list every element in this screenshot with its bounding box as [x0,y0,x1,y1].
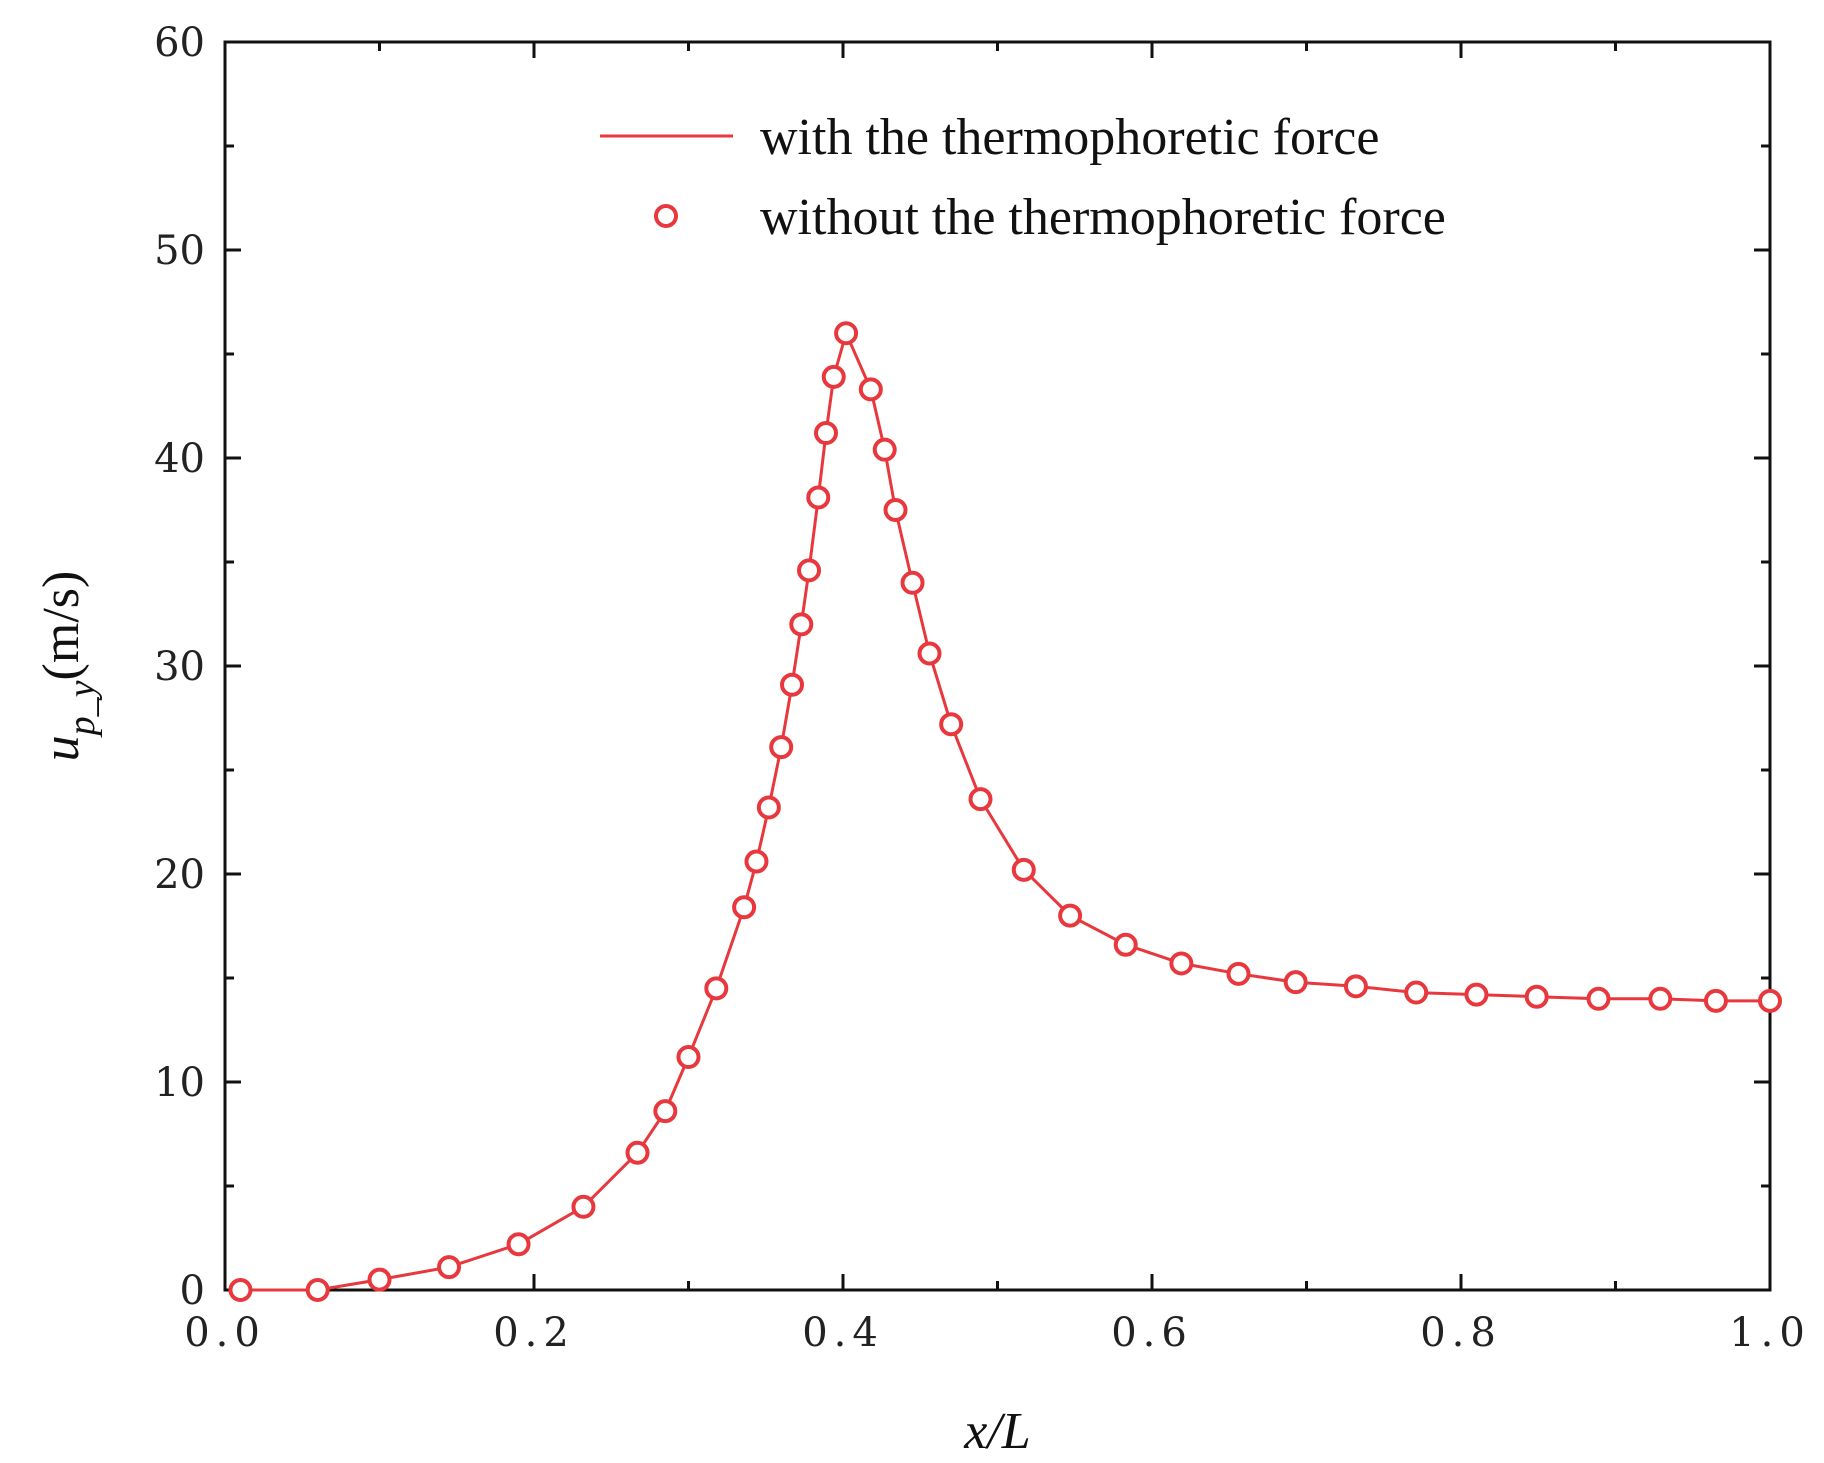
y-tick-label: 50 [154,228,205,274]
series-marker-without-thermophoretic-force [625,1140,650,1165]
series-marker-without-thermophoretic-force [676,1045,701,1070]
series-marker-without-thermophoretic-force [814,421,839,446]
series-marker-without-thermophoretic-force [1011,857,1036,882]
y-tick-label: 40 [154,436,205,482]
series-marker-without-thermophoretic-force [917,641,942,666]
x-axis-title: x/L [963,1403,1030,1460]
y-tick-label: 30 [154,644,205,690]
series-marker-without-thermophoretic-force [744,849,769,874]
series-marker-without-thermophoretic-force [228,1278,253,1302]
series-marker-without-thermophoretic-force [858,377,883,402]
series-marker-without-thermophoretic-force [1586,986,1611,1011]
series-marker-without-thermophoretic-force [367,1267,392,1292]
y-axis-title-base: u [33,735,90,761]
axes: 0.0 0.2 0.4 0.6 0.8 1.0 0 10 20 30 40 50 60 [154,20,1811,1356]
legend-marker-swatch [654,204,678,228]
series-marker-without-thermophoretic-force [797,558,822,583]
series-marker-without-thermophoretic-force [1058,903,1083,928]
series-marker-without-thermophoretic-force [653,1099,678,1124]
x-tick-label: 1.0 [1729,1310,1811,1356]
series-marker-without-thermophoretic-force [1404,980,1429,1005]
series-marker-without-thermophoretic-force [437,1255,462,1280]
series-marker-without-thermophoretic-force [704,976,729,1001]
y-axis-title: up_y(m/s) [33,571,103,762]
legend-label-with: with the thermophoretic force [760,109,1379,166]
y-tick-label: 20 [154,852,205,898]
series-marker-without-thermophoretic-force [968,787,993,812]
series-marker-without-thermophoretic-force [872,437,897,462]
series-marker-without-thermophoretic-force [756,795,781,820]
series-marker-without-thermophoretic-force [732,895,757,920]
series-marker-without-thermophoretic-force [1113,932,1138,957]
plot-series [228,321,1782,1302]
series-marker-without-thermophoretic-force [769,735,794,760]
series-marker-without-thermophoretic-force [780,672,805,697]
series-marker-without-thermophoretic-force [821,364,846,389]
series-marker-without-thermophoretic-force [1226,961,1251,986]
x-tick-label: 0.2 [493,1310,575,1356]
series-marker-without-thermophoretic-force [806,485,831,510]
x-tick-label: 0.8 [1420,1310,1502,1356]
series-marker-without-thermophoretic-force [1343,974,1368,999]
series-marker-without-thermophoretic-force [305,1278,330,1302]
series-marker-without-thermophoretic-force [1524,984,1549,1009]
series-line-with-thermophoretic-force [240,328,1770,1292]
series-marker-without-thermophoretic-force [571,1194,596,1219]
y-tick-label: 0 [180,1268,205,1314]
y-tick-label: 10 [154,1060,205,1106]
series-marker-without-thermophoretic-force [1464,982,1489,1007]
series-marker-without-thermophoretic-force [834,321,859,346]
series-marker-without-thermophoretic-force [1169,951,1194,976]
series-marker-without-thermophoretic-force [1758,988,1782,1013]
series-marker-without-thermophoretic-force [900,570,925,595]
series-marker-without-thermophoretic-force [883,498,908,522]
legend-label-without: without the thermophoretic force [760,189,1446,246]
x-tick-label: 0.0 [184,1310,266,1356]
x-tick-label: 0.6 [1111,1310,1193,1356]
legend: with the thermophoretic force without the… [600,109,1446,246]
series-marker-without-thermophoretic-force [1703,988,1728,1013]
series-marker-without-thermophoretic-force [1283,970,1308,995]
series-marker-without-thermophoretic-force [1648,986,1673,1011]
y-axis-title-unit: (m/s) [33,571,90,681]
y-axis-title-subscript: p_y [61,680,103,738]
series-marker-without-thermophoretic-force [939,712,964,737]
x-tick-label: 0.4 [802,1310,884,1356]
series-marker-without-thermophoretic-force [789,612,814,637]
series-marker-without-thermophoretic-force [506,1232,531,1257]
y-tick-label: 60 [154,20,205,66]
